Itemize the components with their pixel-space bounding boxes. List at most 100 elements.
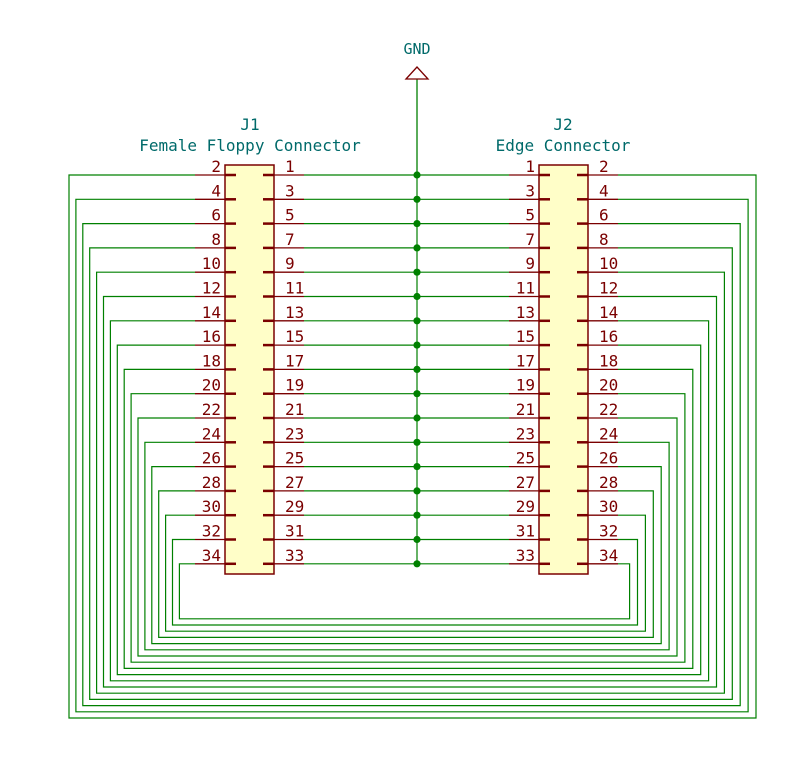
j1-pin-label: 16 [202, 327, 221, 346]
j2-pin-label: 26 [599, 449, 618, 468]
j2-pin-label: 22 [599, 400, 618, 419]
j2-pin-label: 27 [516, 473, 535, 492]
j2-pin-label: 2 [599, 157, 609, 176]
signal-wire-32 [171, 538, 639, 626]
signal-wire-8 [89, 247, 733, 701]
j1-pin-label: 10 [202, 254, 221, 273]
j1-pin-label: 15 [285, 327, 304, 346]
j1-pin-label: 23 [285, 424, 304, 443]
signal-wire-2 [68, 174, 757, 719]
signal-wire-18 [123, 368, 694, 670]
signal-wire-20 [130, 393, 686, 663]
j2-pin-label: 6 [599, 206, 609, 225]
j1-pin-label: 5 [285, 206, 295, 225]
j1-pin-label: 1 [285, 157, 295, 176]
signal-wire-34 [178, 563, 631, 620]
j2-pin-label: 24 [599, 424, 618, 443]
signal-wire-22 [137, 417, 678, 657]
junction-dot [413, 438, 421, 446]
connector-j1[interactable]: J1 Female Floppy Connector 2 14 36 58 710 912… [139, 115, 361, 575]
junction-dot [413, 414, 421, 422]
j1-pin-label: 20 [202, 376, 221, 395]
j1-pin-label: 21 [285, 400, 304, 419]
j1-pin-label: 11 [285, 279, 304, 298]
junction-dot [413, 171, 421, 179]
j2-pin-label: 25 [516, 449, 535, 468]
j1-pin-label: 22 [202, 400, 221, 419]
junction-dot [413, 390, 421, 398]
j2-value: Edge Connector [496, 136, 631, 155]
junction-dot [413, 463, 421, 471]
j2-pin-label: 10 [599, 254, 618, 273]
signal-wire-10 [95, 271, 726, 694]
j2-reference: J2 [553, 115, 572, 134]
gnd-label: GND [403, 40, 430, 58]
signal-wire-24 [144, 441, 670, 651]
j1-value: Female Floppy Connector [139, 136, 361, 155]
junction-dot [413, 365, 421, 373]
j1-pin-label: 26 [202, 449, 221, 468]
j2-pin-label: 29 [516, 497, 535, 516]
signal-wire-28 [158, 490, 654, 639]
j2-pin-label: 20 [599, 376, 618, 395]
j2-pin-label: 11 [516, 279, 535, 298]
j2-pin-label: 30 [599, 497, 618, 516]
j1-pin-label: 33 [285, 546, 304, 565]
gnd-arrow-icon [404, 66, 430, 80]
j1-pin-label: 7 [285, 230, 295, 249]
j1-pin-label: 2 [211, 157, 221, 176]
j2-pin-label: 17 [516, 351, 535, 370]
j2-pin-label: 33 [516, 546, 535, 565]
junction-dot [413, 341, 421, 349]
signal-wire-30 [165, 514, 647, 632]
j1-pin-label: 30 [202, 497, 221, 516]
j2-pin-label: 7 [525, 230, 535, 249]
j1-pin-label: 14 [202, 303, 221, 322]
signal-wire-14 [109, 320, 710, 682]
signal-wire-12 [102, 295, 718, 688]
junction-dot [413, 244, 421, 252]
junction-dot [413, 511, 421, 519]
j2-pin-label: 5 [525, 206, 535, 225]
gnd-power-symbol: GND [403, 40, 431, 175]
j2-pin-label: 3 [525, 181, 535, 200]
j2-pin-label: 16 [599, 327, 618, 346]
j2-pin-label: 1 [525, 157, 535, 176]
j2-pin-label: 4 [599, 181, 609, 200]
j2-pin-label: 28 [599, 473, 618, 492]
junction-dot [413, 292, 421, 301]
junction-dot [413, 317, 421, 325]
j2-pin-label: 12 [599, 279, 618, 298]
j1-pin-label: 32 [202, 522, 221, 541]
j1-pin-label: 29 [285, 497, 304, 516]
junction-dot [413, 487, 421, 495]
j1-pin-label: 24 [202, 424, 221, 443]
j2-pin-label: 9 [525, 254, 535, 273]
j2-pin-label: 23 [516, 424, 535, 443]
j1-pin-label: 25 [285, 449, 304, 468]
j2-pin-label: 34 [599, 546, 618, 565]
j1-pin-label: 17 [285, 351, 304, 370]
junction-dot [413, 220, 421, 228]
signal-wire-26 [151, 466, 662, 645]
j1-pin-label: 6 [211, 206, 221, 225]
j2-pin-label: 14 [599, 303, 618, 322]
j1-pin-label: 18 [202, 351, 221, 370]
j1-pin-label: 19 [285, 376, 304, 395]
signal-wire-16 [116, 344, 702, 676]
junction-dot [413, 195, 421, 203]
j2-pin-label: 13 [516, 303, 535, 322]
j1-pin-label: 31 [285, 522, 304, 541]
junction-dot [413, 268, 421, 276]
junctions [413, 171, 421, 568]
j1-pin-label: 12 [202, 279, 221, 298]
junction-dot [413, 560, 421, 568]
j2-pin-label: 18 [599, 351, 618, 370]
signal-wire-4 [75, 198, 749, 713]
j1-pin-label: 4 [211, 181, 221, 200]
j2-pin-label: 32 [599, 522, 618, 541]
